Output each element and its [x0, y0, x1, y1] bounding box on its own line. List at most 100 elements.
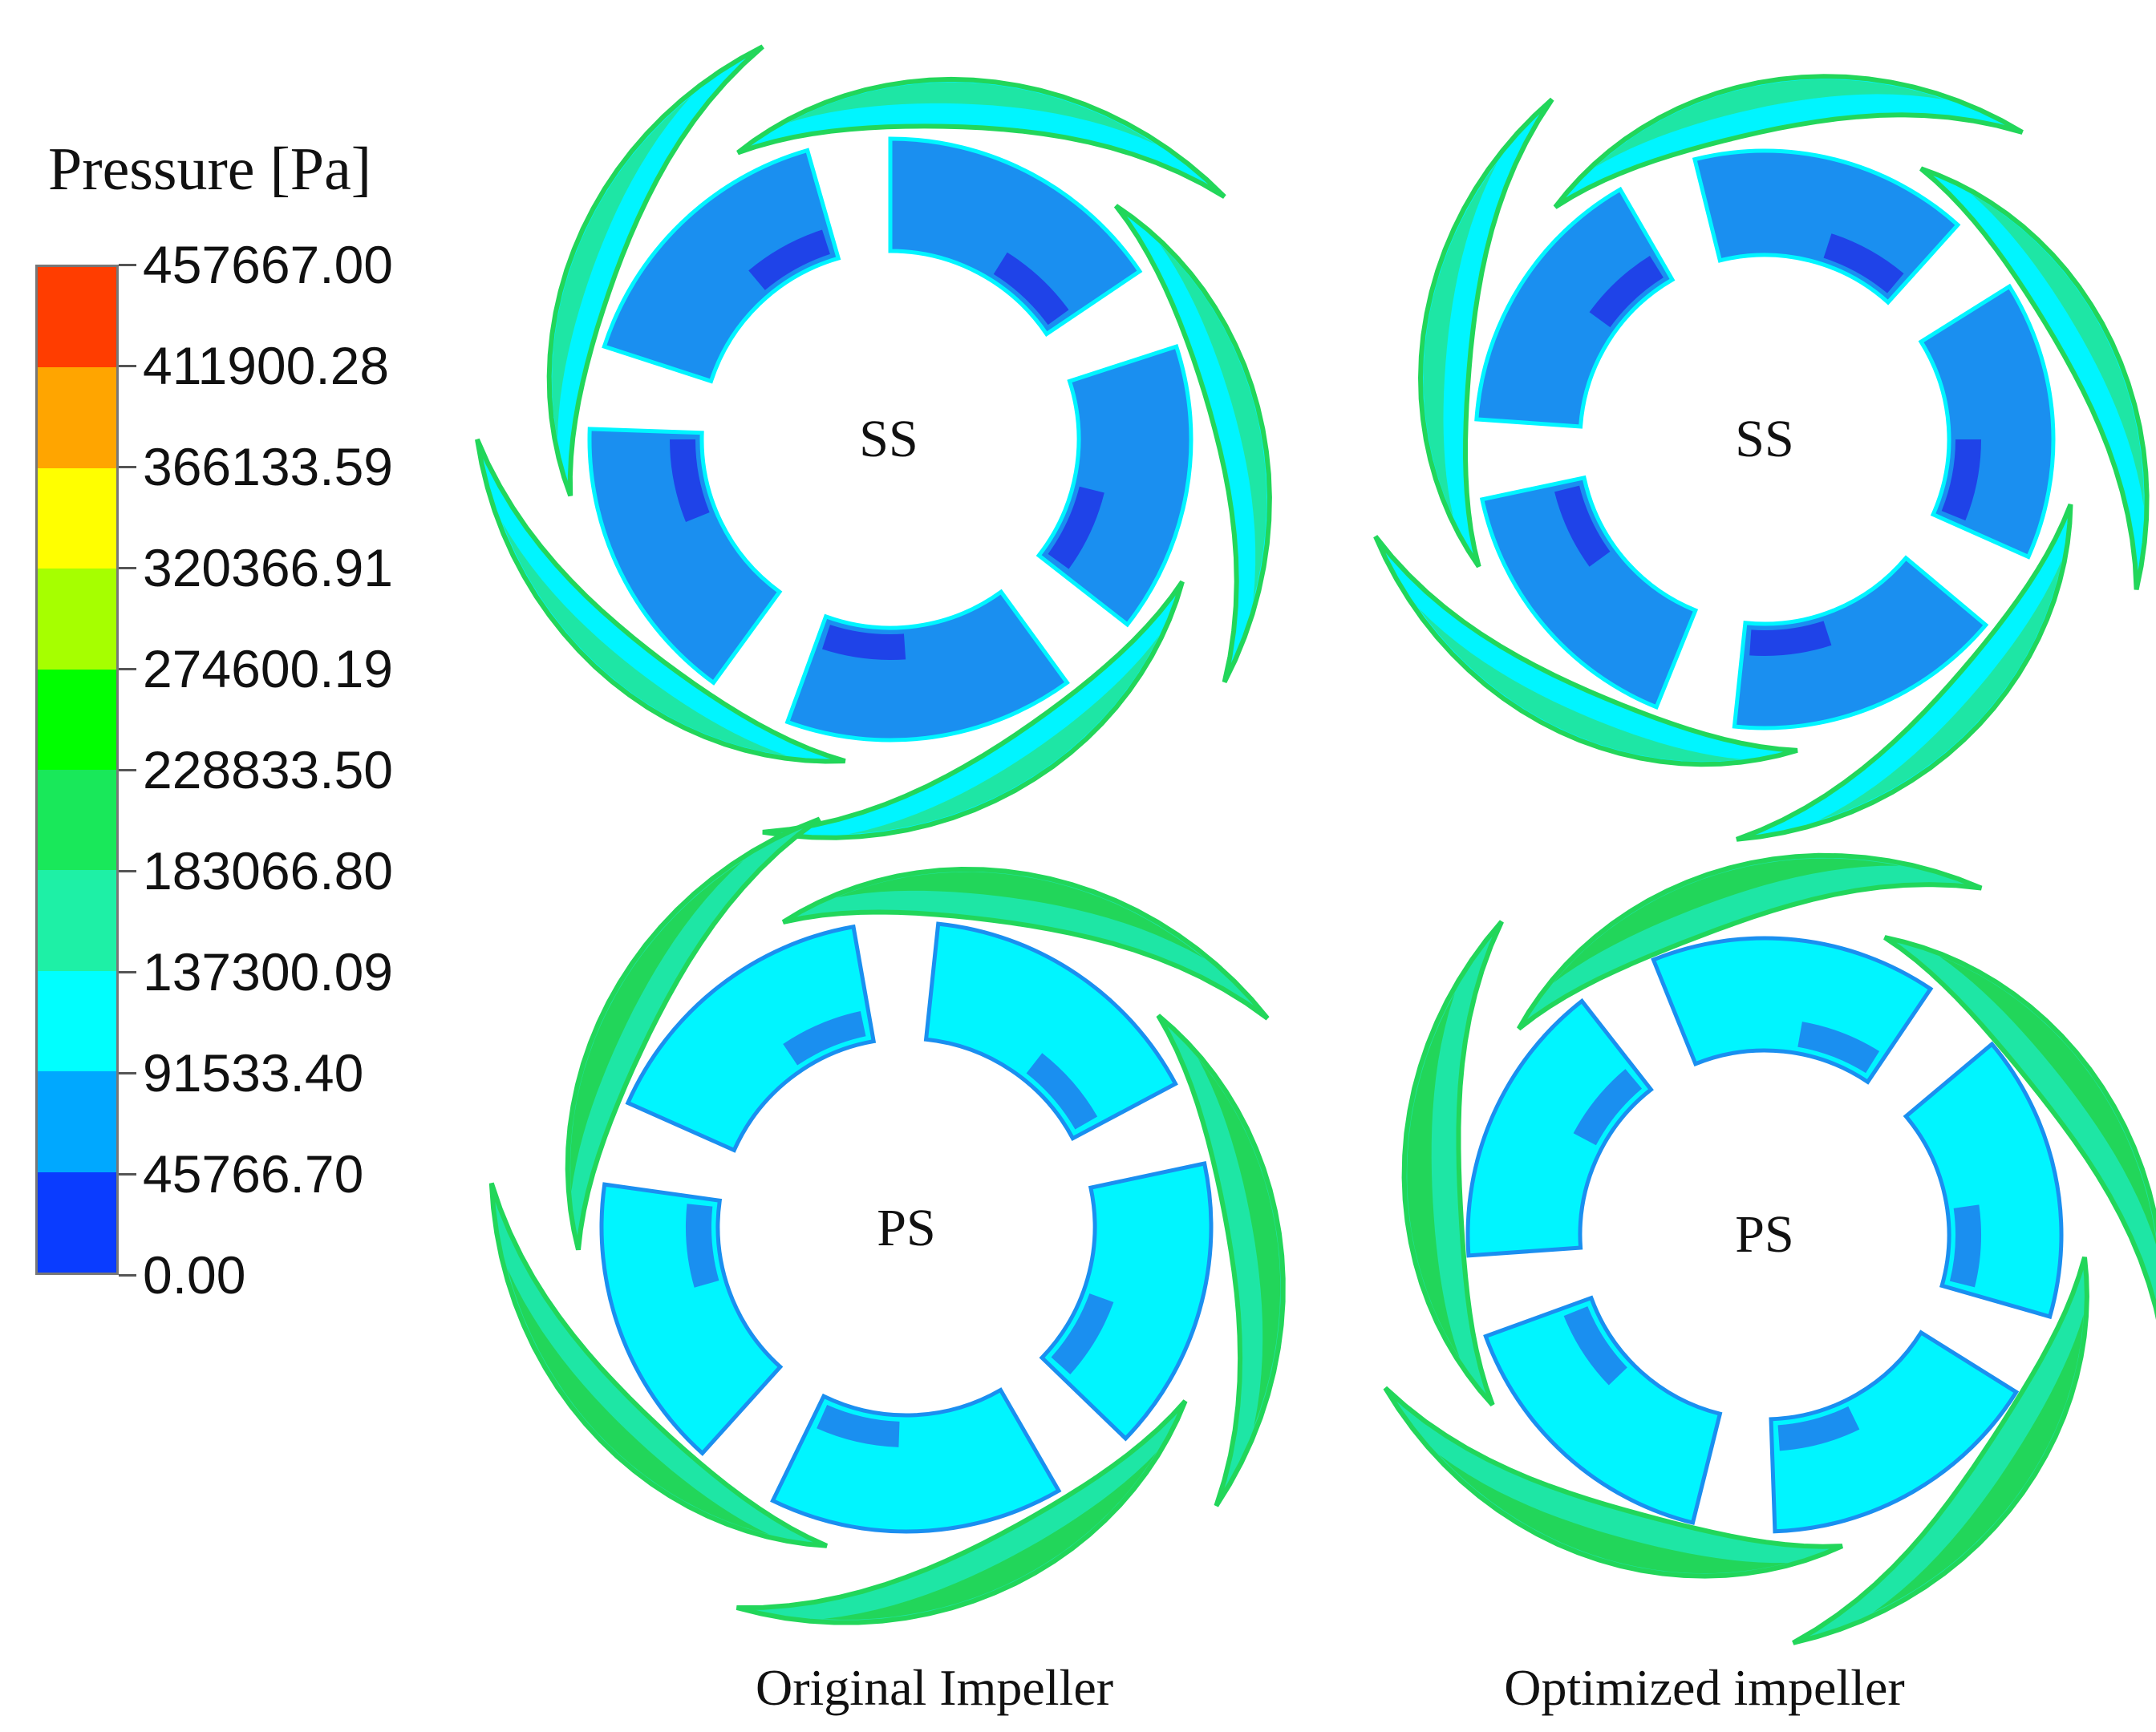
impeller-passage-low-pressure-zone — [1573, 1069, 1643, 1146]
legend-tick — [119, 1072, 136, 1074]
legend-tick-label: 0.00 — [143, 1245, 246, 1305]
legend-tick — [119, 1173, 136, 1176]
impeller-blade-core — [570, 860, 744, 1192]
legend-tick — [119, 466, 136, 468]
impeller-passage — [770, 1387, 1062, 1534]
impeller-passage — [888, 136, 1143, 338]
impeller-optimized-ss — [1373, 74, 2150, 842]
impeller-blade-core — [1553, 858, 1899, 983]
impeller-blade-core — [1438, 1455, 1788, 1574]
impeller-passage — [1651, 936, 1934, 1085]
impeller-blade-core — [1423, 162, 1497, 517]
legend-band-5 — [38, 770, 116, 871]
caption-optimized-impeller: Optimized impeller — [1504, 1659, 1905, 1716]
legend-tick — [119, 567, 136, 569]
legend-tick-label: 183066.80 — [143, 841, 393, 900]
impeller-blade-core — [1407, 993, 1460, 1358]
impeller-passage-low-pressure-zone — [1554, 485, 1611, 567]
legend-band-7 — [38, 970, 116, 1072]
legend-band-9 — [38, 1172, 116, 1273]
impeller-blade — [1156, 1014, 1286, 1507]
impeller-passage — [1465, 998, 1654, 1258]
impeller-passage-low-pressure-zone — [1026, 1053, 1098, 1130]
legend-tick — [119, 769, 136, 771]
impeller-blade — [1417, 97, 1554, 569]
legend-tick — [119, 1274, 136, 1277]
impeller-blade-core — [1198, 1058, 1281, 1427]
impeller-blade — [781, 866, 1270, 1021]
impeller-blade — [1113, 204, 1272, 684]
legend-band-1 — [38, 367, 116, 468]
legend-tick-label: 228833.50 — [143, 740, 393, 799]
impeller-passage-low-pressure-zone — [686, 1204, 719, 1288]
impeller-blade-core — [1971, 193, 2144, 507]
legend-tick — [119, 264, 136, 266]
impeller-label-original-ss: SS — [859, 410, 918, 468]
legend-tick-label: 274600.19 — [143, 639, 393, 698]
impeller-passage — [1039, 1161, 1214, 1442]
legend-title: Pressure [Pa] — [48, 136, 372, 203]
impeller-passage — [1692, 148, 1961, 306]
impeller-blade-core — [836, 872, 1205, 959]
impeller-blade-core — [552, 95, 692, 440]
legend-tick-label: 320366.91 — [143, 538, 393, 597]
legend-band-0 — [38, 267, 116, 368]
impeller-passage — [1483, 1295, 1723, 1526]
legend-band-6 — [38, 870, 116, 971]
impeller-label-optimized-ps: PS — [1735, 1205, 1794, 1264]
impeller-passage-low-pressure-zone — [1589, 256, 1664, 328]
impeller-passage-low-pressure-zone — [1048, 486, 1104, 569]
legend-band-8 — [38, 1071, 116, 1172]
legend-tick — [119, 971, 136, 973]
impeller-blade-core — [1418, 608, 1743, 762]
impeller-blade-core — [787, 82, 1157, 145]
impeller-passage — [1035, 343, 1194, 628]
impeller-passage — [599, 1182, 784, 1456]
impeller-passage — [1903, 1041, 2064, 1320]
impeller-passage — [1769, 1329, 2020, 1534]
impeller-passage — [602, 148, 841, 384]
impeller-blade — [1553, 74, 2024, 209]
impeller-optimized-ps — [1383, 852, 2156, 1645]
legend-band-2 — [38, 467, 116, 569]
impeller-passage-low-pressure-zone — [1823, 233, 1904, 293]
impeller-passage-low-pressure-zone — [1749, 621, 1832, 657]
impeller-blade-core — [823, 1452, 1157, 1620]
legend-tick — [119, 668, 136, 670]
legend-tick-label: 45766.70 — [143, 1144, 364, 1204]
impeller-passage — [784, 589, 1070, 743]
impeller-passage-low-pressure-zone — [822, 625, 906, 660]
impeller-passage-low-pressure-zone — [748, 229, 830, 290]
impeller-passage-low-pressure-zone — [670, 439, 710, 523]
impeller-passage — [1479, 475, 1699, 710]
impeller-passage — [1732, 555, 1989, 730]
impeller-passage-low-pressure-zone — [817, 1404, 900, 1447]
impeller-blade-core — [1159, 244, 1267, 601]
legend-tick-label: 366133.59 — [143, 437, 393, 496]
impeller-passage-low-pressure-zone — [1563, 1306, 1627, 1386]
impeller-original-ss — [475, 44, 1272, 840]
legend-color-bar — [35, 265, 119, 1275]
legend-band-4 — [38, 669, 116, 771]
impeller-label-optimized-ss: SS — [1735, 410, 1794, 468]
legend-tick-label: 411900.28 — [143, 336, 390, 395]
impeller-passage-low-pressure-zone — [1051, 1293, 1114, 1375]
legend-tick — [119, 365, 136, 367]
legend-band-3 — [38, 569, 116, 670]
impeller-passage-low-pressure-zone — [1949, 1204, 1981, 1288]
impeller-passage-low-pressure-zone — [1777, 1406, 1860, 1451]
caption-original-impeller: Original Impeller — [755, 1659, 1114, 1716]
impeller-passage — [625, 924, 877, 1153]
impeller-passage — [587, 427, 783, 686]
impeller-passage-low-pressure-zone — [783, 1011, 866, 1066]
impeller-passage — [1918, 283, 2056, 560]
impeller-passage-low-pressure-zone — [1797, 1022, 1880, 1074]
legend-tick-label: 137300.09 — [143, 942, 393, 1002]
legend-tick — [119, 870, 136, 872]
impeller-blade-core — [1595, 79, 1946, 168]
impeller-blade — [736, 76, 1226, 199]
impeller-original-ps — [488, 816, 1286, 1625]
legend-tick-label: 457667.00 — [143, 235, 393, 294]
impeller-passage — [923, 921, 1178, 1142]
